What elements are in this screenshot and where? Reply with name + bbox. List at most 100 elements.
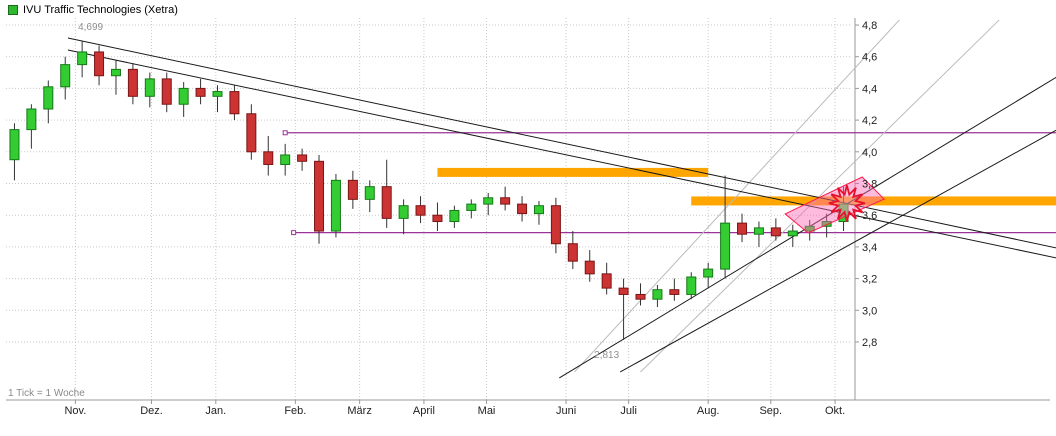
candle-down xyxy=(601,273,612,289)
x-tick-label: Sep. xyxy=(759,405,782,417)
candle-down xyxy=(500,197,511,205)
candle-up xyxy=(280,154,291,165)
candle-down xyxy=(263,151,274,165)
gray-trendline[interactable] xyxy=(640,19,1000,373)
candle-down xyxy=(195,87,206,97)
candle-down xyxy=(297,154,308,162)
candle-up xyxy=(703,268,714,278)
y-tick-label: 3,0 xyxy=(862,305,877,317)
candle-down xyxy=(550,205,561,245)
candle-up xyxy=(804,225,815,232)
y-tick-label: 3,4 xyxy=(862,242,877,254)
zones-layer xyxy=(437,167,1056,206)
y-tick-label: 2,8 xyxy=(862,337,877,349)
y-tick-label: 4,2 xyxy=(862,115,877,127)
candle-down xyxy=(127,68,138,97)
y-tick-label: 4,8 xyxy=(862,20,877,32)
candle-up xyxy=(26,108,37,131)
candle-up xyxy=(652,289,663,300)
candle-down xyxy=(94,51,105,77)
candle-up xyxy=(144,78,155,97)
axes-layer xyxy=(6,18,1050,404)
candle-up xyxy=(483,197,494,205)
candle-down xyxy=(161,78,172,105)
trendlines-layer xyxy=(67,37,1056,379)
candle-down xyxy=(347,179,358,200)
candle-down xyxy=(432,214,443,223)
x-tick-label: Dez. xyxy=(140,405,163,417)
x-tick-label: Mai xyxy=(478,405,496,417)
candle-up xyxy=(398,205,409,219)
candle-down xyxy=(381,186,392,219)
hlines-layer xyxy=(282,130,1056,236)
trendline[interactable] xyxy=(619,129,1056,373)
candle-down xyxy=(517,203,528,215)
candle-down xyxy=(246,113,257,153)
candle-up xyxy=(110,68,121,77)
candle-up xyxy=(787,230,798,237)
candle-down xyxy=(669,289,680,295)
candle-up xyxy=(686,276,697,295)
candle-down xyxy=(737,222,748,235)
candle-up xyxy=(720,222,731,270)
x-tick-label: Nov. xyxy=(64,405,86,417)
candle-down xyxy=(415,205,426,216)
candle-down xyxy=(567,243,578,262)
grid-layer xyxy=(6,18,852,400)
candle-down xyxy=(584,260,595,275)
candle-up xyxy=(466,203,477,211)
y-tick-label: 3,8 xyxy=(862,179,877,191)
gray-lines-layer xyxy=(574,19,1000,373)
candle-down xyxy=(618,287,629,295)
price-annotation: 2,813 xyxy=(594,350,619,361)
resistance-zone[interactable] xyxy=(691,196,1056,206)
x-tick-label: Okt. xyxy=(825,405,845,417)
y-tick-label: 3,6 xyxy=(862,210,877,222)
chart-title: IVU Traffic Technologies (Xetra) xyxy=(23,4,178,16)
line-handle[interactable] xyxy=(291,230,297,236)
tick-interval-label: 1 Tick = 1 Woche xyxy=(8,388,85,399)
x-tick-label: Aug. xyxy=(697,405,720,417)
trendline[interactable] xyxy=(67,49,1056,259)
candle-up xyxy=(330,179,341,232)
x-tick-label: April xyxy=(413,405,435,417)
x-tick-label: März xyxy=(347,405,371,417)
candle-up xyxy=(43,86,54,110)
resistance-zone[interactable] xyxy=(437,167,709,177)
candle-up xyxy=(212,91,223,97)
candle-up xyxy=(753,227,764,235)
highlight-layer xyxy=(784,176,886,234)
chart-legend: IVU Traffic Technologies (Xetra) xyxy=(8,4,178,16)
y-tick-label: 3,2 xyxy=(862,274,877,286)
candle-up xyxy=(9,129,20,161)
y-tick-label: 4,4 xyxy=(862,83,877,95)
x-tick-label: Feb. xyxy=(284,405,306,417)
x-tick-label: Jan. xyxy=(205,405,226,417)
candle-down xyxy=(314,160,325,232)
line-handle[interactable] xyxy=(282,130,288,136)
price-annotation: 4,699 xyxy=(78,22,103,33)
tick-labels-layer: 4,8 4,6 4,4 4,2 4,0 3,8 3,6 3,4 3,2 3,0 2,8 Nov. Dez… xyxy=(64,20,877,417)
candle-up xyxy=(364,186,375,200)
candle-down xyxy=(229,91,240,115)
trendline[interactable] xyxy=(67,37,1056,249)
annotations-layer: 4,699 2,813 xyxy=(78,22,620,361)
signal-star-icon[interactable] xyxy=(828,185,866,222)
candle-up xyxy=(178,87,189,105)
y-tick-label: 4,0 xyxy=(862,147,877,159)
y-tick-label: 4,6 xyxy=(862,52,877,64)
x-tick-label: Juli xyxy=(620,405,637,417)
candle-up xyxy=(821,221,832,227)
legend-marker-icon xyxy=(8,5,18,15)
candle-up xyxy=(60,64,71,88)
x-tick-label: Juni xyxy=(556,405,576,417)
candle-down xyxy=(770,227,781,237)
gray-trendline[interactable] xyxy=(574,19,900,373)
candle-up xyxy=(533,205,544,215)
candle-up xyxy=(77,51,88,66)
candles-layer xyxy=(9,41,849,340)
candle-down xyxy=(635,293,646,300)
candle-up xyxy=(449,209,460,223)
